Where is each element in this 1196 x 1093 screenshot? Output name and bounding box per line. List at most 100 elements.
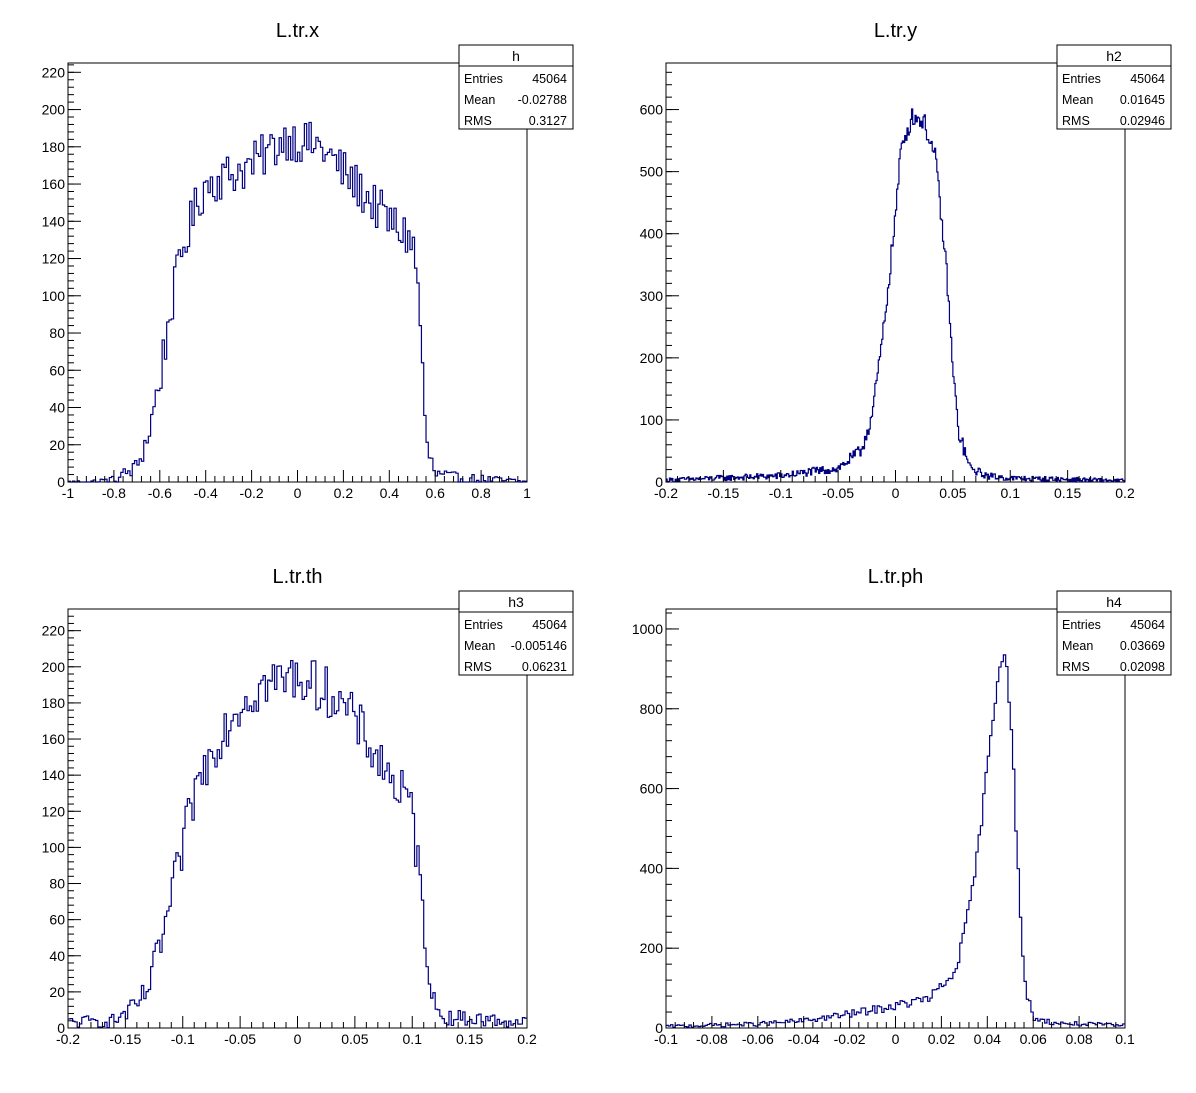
stats-box-frame	[458, 44, 574, 130]
y-tick-label: 0	[57, 474, 65, 490]
x-tick-label: 0.4	[380, 485, 400, 501]
y-tick-label: 300	[640, 288, 664, 304]
x-tick-label: 0.04	[974, 1031, 1001, 1047]
y-tick-label: 400	[640, 860, 664, 876]
y-tick-label: 80	[49, 325, 65, 341]
x-tick-label: 1	[523, 485, 531, 501]
y-tick-label: 0	[655, 1020, 663, 1036]
y-tick-label: 140	[42, 213, 66, 229]
x-tick-label: 0.05	[939, 485, 966, 501]
x-tick-label: 0.1	[1001, 485, 1021, 501]
y-tick-label: 180	[42, 695, 66, 711]
y-tick-label: 40	[49, 400, 65, 416]
x-tick-label: 0.08	[1065, 1031, 1092, 1047]
x-tick-label: -0.4	[194, 485, 218, 501]
x-tick-label: -0.05	[822, 485, 854, 501]
x-tick-label: 0	[294, 1031, 302, 1047]
stats-value: 0.01645	[1120, 93, 1165, 107]
stats-label: RMS	[464, 660, 492, 674]
stats-label: RMS	[464, 114, 492, 128]
chart-title: L.tr.ph	[868, 566, 924, 588]
y-tick-label: 140	[42, 767, 66, 783]
stats-value: 45064	[532, 72, 567, 86]
stats-name: h4	[1106, 594, 1122, 610]
chart-title: L.tr.th	[272, 566, 322, 588]
x-tick-label: -0.8	[102, 485, 126, 501]
x-tick-label: -1	[62, 485, 75, 501]
stats-value: 0.02946	[1120, 114, 1165, 128]
stats-value: -0.02788	[518, 93, 567, 107]
x-tick-label: 0.2	[517, 1031, 537, 1047]
y-tick-label: 100	[640, 412, 664, 428]
histogram-series	[68, 659, 527, 1029]
x-tick-label: -0.6	[148, 485, 172, 501]
y-tick-label: 220	[42, 64, 66, 80]
x-tick-label: 0.8	[471, 485, 491, 501]
y-tick-label: 40	[49, 948, 65, 964]
x-tick-label: -0.15	[109, 1031, 141, 1047]
x-tick-label: 0.06	[1020, 1031, 1047, 1047]
x-tick-label: -0.2	[56, 1031, 80, 1047]
y-tick-label: 220	[42, 623, 66, 639]
stats-box-frame	[458, 590, 574, 676]
stats-value: 0.02098	[1120, 660, 1165, 674]
stats-label: Entries	[464, 618, 503, 632]
y-tick-label: 20	[49, 984, 65, 1000]
y-tick-label: 600	[640, 781, 664, 797]
stats-box: h2 Entries 45064 Mean 0.01645 RMS 0.02946	[1056, 44, 1172, 130]
stats-box-frame	[1056, 590, 1172, 676]
x-tick-label: 0	[892, 485, 900, 501]
y-tick-label: 100	[42, 839, 66, 855]
y-tick-label: 120	[42, 251, 66, 267]
x-tick-label: -0.2	[654, 485, 678, 501]
x-tick-label: -0.08	[696, 1031, 728, 1047]
stats-label: Entries	[1062, 72, 1101, 86]
x-tick-label: -0.2	[240, 485, 264, 501]
x-tick-label: -0.06	[742, 1031, 774, 1047]
y-tick-label: 20	[49, 437, 65, 453]
stats-label: Entries	[1062, 618, 1101, 632]
x-tick-label: -0.15	[707, 485, 739, 501]
stats-value: 0.3127	[529, 114, 567, 128]
y-tick-label: 500	[640, 164, 664, 180]
x-tick-label: 0	[294, 485, 302, 501]
x-tick-label: -0.1	[769, 485, 793, 501]
stats-label: Mean	[464, 93, 495, 107]
stats-label: Entries	[464, 72, 503, 86]
y-tick-label: 160	[42, 731, 66, 747]
stats-label: RMS	[1062, 660, 1090, 674]
stats-value: 0.06231	[522, 660, 567, 674]
stats-value: -0.005146	[511, 639, 567, 653]
y-tick-label: 60	[49, 362, 65, 378]
y-tick-label: 160	[42, 176, 66, 192]
histogram-series	[68, 121, 527, 483]
stats-label: Mean	[464, 639, 495, 653]
x-tick-label: 0.02	[928, 1031, 955, 1047]
stats-name: h3	[508, 594, 524, 610]
x-tick-label: 0.15	[1054, 485, 1081, 501]
y-tick-label: 800	[640, 701, 664, 717]
x-tick-label: -0.05	[224, 1031, 256, 1047]
x-tick-label: 0.05	[341, 1031, 368, 1047]
stats-value: 45064	[1130, 72, 1165, 86]
x-tick-label: 0.1	[1115, 1031, 1135, 1047]
y-tick-label: 0	[655, 474, 663, 490]
histogram-panel-3: L.tr.th -0.2 -0.15 -0.1 -0.05 0 0.05 0.1 0.15 0.2…	[42, 566, 574, 1047]
y-tick-label: 200	[640, 350, 664, 366]
stats-box: h Entries 45064 Mean -0.02788 RMS 0.3127	[458, 44, 574, 130]
histogram-panel-2: L.tr.y -0.2 -0.15 -0.1 -0.05 0 0.05 0.1 0.15 0.2 0…	[640, 20, 1172, 501]
y-tick-label: 180	[42, 139, 66, 155]
x-tick-label: -0.1	[654, 1031, 678, 1047]
stats-label: Mean	[1062, 93, 1093, 107]
y-tick-label: 200	[640, 940, 664, 956]
y-tick-label: 80	[49, 876, 65, 892]
y-tick-label: 1000	[632, 621, 663, 637]
histogram-series	[666, 108, 1125, 483]
y-tick-label: 100	[42, 288, 66, 304]
y-tick-label: 200	[42, 659, 66, 675]
x-tick-label: 0.6	[425, 485, 445, 501]
stats-label: Mean	[1062, 639, 1093, 653]
x-tick-label: 0.15	[456, 1031, 483, 1047]
stats-box-frame	[1056, 44, 1172, 130]
